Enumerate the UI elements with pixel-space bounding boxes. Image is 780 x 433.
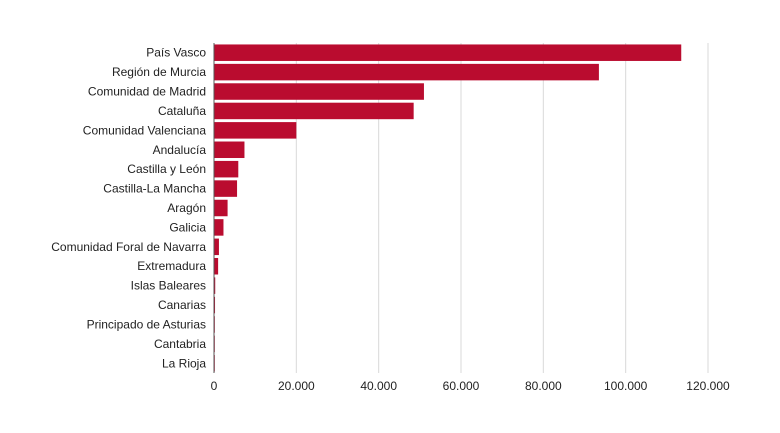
- category-label: Islas Baleares: [131, 279, 206, 293]
- category-labels: País Vasco Región de Murcia Comunidad de M…: [51, 46, 206, 371]
- x-axis-tick-labels: 0 20.000 40.000 60.000 80.000 100.000 120.000: [211, 379, 730, 393]
- category-label: Andalucía: [153, 143, 207, 157]
- category-label: Comunidad de Madrid: [88, 85, 206, 99]
- category-label: Canarias: [158, 298, 206, 312]
- category-label: Galicia: [169, 220, 206, 234]
- bar: [214, 257, 219, 275]
- category-label: La Rioja: [162, 356, 206, 370]
- category-label: Comunidad Valenciana: [83, 123, 207, 137]
- bar: [214, 122, 297, 139]
- bar: [214, 180, 238, 197]
- bar: [214, 102, 414, 120]
- bar: [214, 63, 599, 81]
- category-label: Principado de Asturias: [87, 317, 206, 331]
- category-label: País Vasco: [146, 46, 206, 60]
- category-label: Castilla-La Mancha: [103, 182, 206, 196]
- bar: [214, 238, 219, 256]
- bar: [214, 83, 424, 100]
- bar: [214, 219, 224, 236]
- x-tick-label: 100.000: [604, 379, 648, 393]
- category-label: Cataluña: [158, 104, 206, 118]
- bar: [214, 296, 216, 314]
- bar: [214, 44, 682, 61]
- category-label: Extremadura: [137, 259, 206, 273]
- category-label: Castilla y León: [127, 162, 206, 176]
- x-tick-label: 40.000: [360, 379, 397, 393]
- category-label: Región de Murcia: [112, 65, 206, 79]
- category-label: Cantabria: [154, 337, 206, 351]
- x-tick-label: 60.000: [443, 379, 480, 393]
- bar: [214, 199, 228, 217]
- x-tick-label: 20.000: [278, 379, 315, 393]
- bar: [214, 141, 245, 159]
- bars: [214, 44, 682, 372]
- x-tick-label: 120.000: [686, 379, 730, 393]
- bar: [214, 277, 216, 294]
- category-label: Aragón: [167, 201, 206, 215]
- x-tick-label: 0: [211, 379, 218, 393]
- x-tick-label: 80.000: [525, 379, 562, 393]
- bar: [214, 160, 239, 178]
- category-label: Comunidad Foral de Navarra: [51, 240, 206, 254]
